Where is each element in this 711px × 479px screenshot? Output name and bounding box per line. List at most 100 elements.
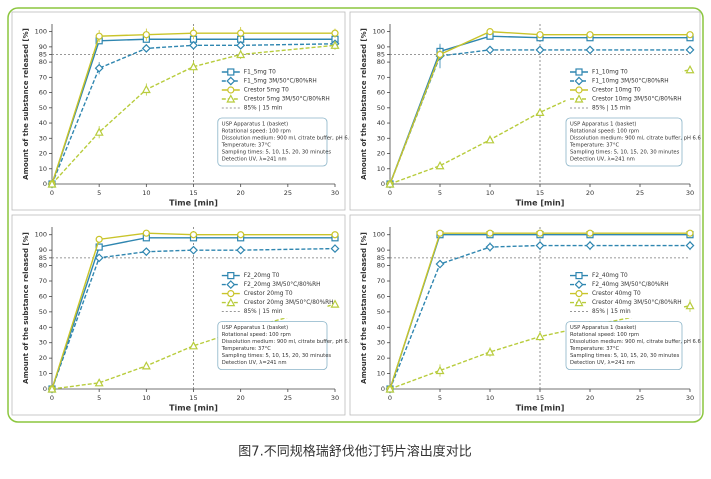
legend-label: Crestor 20mg T0 [244,291,293,297]
notes-box [565,321,683,371]
marker [686,229,694,237]
legend-label: 85% | 15 min [244,106,283,112]
y-tick-label: 0 [43,385,47,393]
y-axis-label: Amount of the substance released [%] [22,28,30,180]
marker [47,179,57,188]
marker [141,361,151,370]
x-tick-label: 15 [189,189,197,197]
y-tick-label: 30 [39,339,47,347]
marker [435,365,445,375]
legend-label: F1_5mg 3M/50°C/80%RH [244,79,317,85]
y-tick-label: 20 [377,354,385,362]
marker [586,31,594,39]
marker [142,31,150,39]
marker [94,253,104,263]
y-tick-label: 20 [377,150,385,158]
note-text: Temperature: 37°C [569,143,619,149]
y-tick-label: 20 [39,150,47,158]
y-axis-label: Amount of the substance released [%] [22,232,30,384]
marker [535,107,545,116]
marker [331,231,339,239]
legend-marker [227,290,235,298]
legend-label: Crestor 40mg T0 [592,291,641,297]
y-tick-label: 40 [39,323,47,331]
y-tick-label: 100 [373,28,385,36]
series-line [51,237,335,390]
x-axis-label: Time [min] [516,404,565,413]
x-tick-label: 20 [237,189,245,197]
marker [435,259,445,269]
legend-label: Crestor 10mg 3M/50°C/80%RH [592,97,682,103]
notes-box [217,321,328,371]
marker [330,244,340,254]
series-line [51,303,336,390]
marker [536,31,544,39]
x-tick-label: 0 [388,189,392,197]
legend-label: F1_10mg 3M/50°C/80%RH [592,79,669,85]
x-tick-label: 0 [50,189,54,197]
marker [236,245,246,255]
y-tick-label: 90 [377,43,385,51]
legend-label: F1_5mg T0 [244,70,276,76]
legend-label: 85% | 15 min [592,106,631,112]
x-tick-label: 0 [50,394,54,402]
marker [141,247,151,257]
y-tick-label: 10 [377,370,385,378]
note-text: Dissolution medium: 900 ml, citrate buff… [222,339,353,345]
y-tick-label: 85 [39,254,47,262]
y-tick-label: 90 [377,246,385,254]
series-line [51,32,335,185]
marker [189,29,198,37]
series-line [389,304,691,390]
series-line [389,35,690,185]
note-text: Temperature: 37°C [569,346,619,352]
marker [95,32,103,40]
y-tick-label: 40 [39,119,47,127]
marker [385,384,395,393]
y-tick-label: 0 [381,385,385,393]
note-text: USP Apparatus 1 (basket) [222,122,288,128]
note-text: USP Apparatus 1 (basket) [222,325,288,331]
notes-box [565,117,683,167]
x-tick-label: 20 [586,189,594,197]
y-tick-label: 85 [377,50,385,58]
y-tick-label: 50 [377,308,385,316]
marker [436,229,444,237]
y-tick-label: 70 [39,73,47,81]
marker [485,242,495,252]
legend-marker [574,297,584,307]
x-tick-label: 20 [237,394,245,402]
y-tick-label: 60 [39,292,47,300]
marker [485,135,495,144]
x-tick-label: 15 [536,394,544,402]
y-tick-label: 10 [377,165,385,173]
legend-marker [575,272,583,280]
marker [435,160,445,170]
y-tick-label: 40 [377,119,385,127]
y-tick-label: 80 [39,58,47,66]
series-line [51,43,336,185]
y-tick-label: 100 [35,231,47,239]
y-tick-label: 30 [39,134,47,142]
series-line [51,232,335,390]
marker [685,241,695,250]
legend-marker [226,280,236,290]
note-text: Sampling times: 5, 10, 15, 20, 30 minute… [222,150,332,156]
legend-marker [227,272,235,280]
y-axis-label: Amount of the substance released [%] [360,28,368,180]
marker [331,29,339,37]
marker [237,231,245,239]
legend-marker [226,297,236,307]
marker [685,45,695,55]
x-tick-label: 30 [331,189,339,197]
y-tick-label: 80 [39,262,47,270]
legend-label: F2_20mg T0 [244,273,280,279]
legend-marker [574,280,584,290]
y-tick-label: 100 [35,28,47,36]
x-tick-label: 30 [686,394,694,402]
x-axis-label: Time [min] [169,404,218,413]
caption: 图7.不同规格瑞舒伐他汀钙片溶出度对比 [238,444,471,460]
note-text: Detection UV, λ=241 nm [570,157,635,163]
